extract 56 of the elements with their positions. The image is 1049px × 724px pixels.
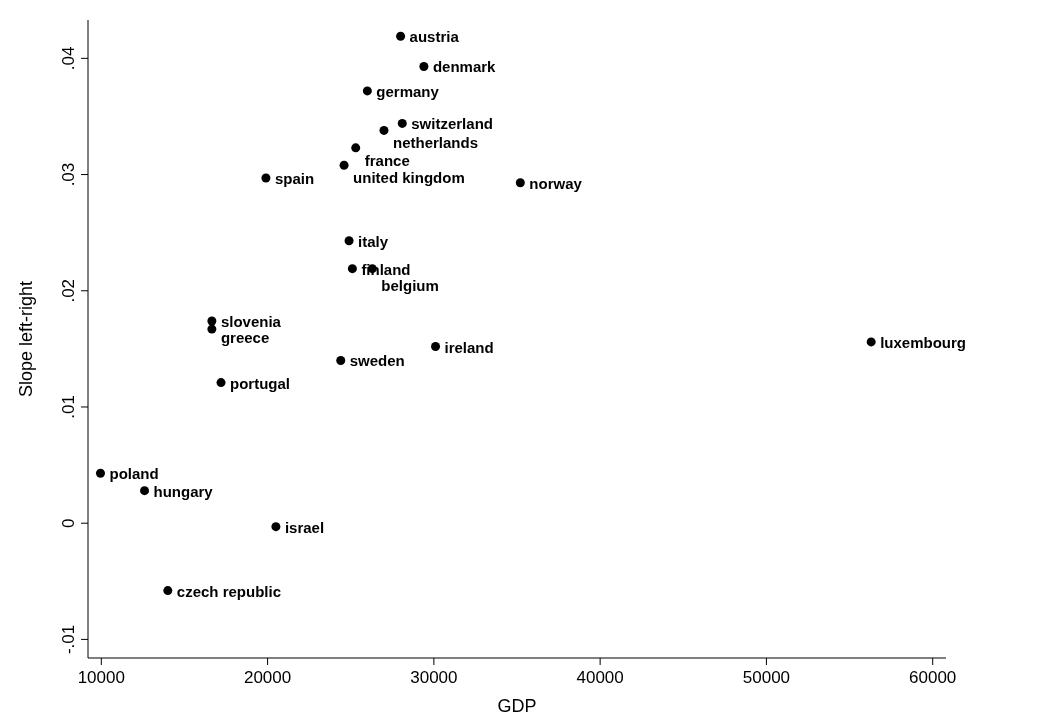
point <box>271 522 281 532</box>
y-tick-label: .02 <box>59 278 78 303</box>
data-label: spain <box>274 170 315 188</box>
data-label: czech republic <box>176 582 282 600</box>
data-label: israel <box>284 518 325 536</box>
data-label: ireland <box>444 338 494 356</box>
data-label: portugal <box>230 374 291 392</box>
y-tick-label: .04 <box>59 46 78 71</box>
point <box>336 356 346 365</box>
data-label: sweden <box>349 352 405 370</box>
point <box>866 337 876 347</box>
data-label: luxembourg <box>880 333 967 351</box>
x-axis-title: GDP <box>497 696 537 716</box>
x-tick-label: 10000 <box>77 668 125 687</box>
y-tick-label: .01 <box>59 395 78 419</box>
data-label: denmark <box>432 58 497 76</box>
point <box>515 178 525 188</box>
point <box>351 143 361 153</box>
data-label: netherlands <box>392 134 479 152</box>
data-label: united kingdom <box>353 169 465 187</box>
x-tick-label: 20000 <box>243 668 292 687</box>
y-axis-title: Slope left-right <box>16 280 36 398</box>
point <box>419 61 429 71</box>
point <box>339 160 349 170</box>
point <box>95 468 105 478</box>
y-tick-label: .03 <box>59 162 78 187</box>
x-tick-label: 30000 <box>410 668 458 687</box>
data-label: switzerland <box>411 115 493 133</box>
point <box>396 31 406 41</box>
data-label: hungary <box>153 482 214 500</box>
data-label: poland <box>109 465 159 483</box>
point <box>362 86 372 96</box>
data-label: italy <box>358 232 389 250</box>
point <box>163 586 173 596</box>
point <box>344 236 354 246</box>
data-label: france <box>364 151 410 169</box>
point <box>140 486 150 496</box>
point <box>261 173 271 183</box>
point <box>379 125 389 135</box>
x-tick-label: 60000 <box>909 668 957 687</box>
data-label: greece <box>220 329 270 347</box>
data-label: slovenia <box>220 312 282 330</box>
point <box>207 316 217 326</box>
point <box>347 264 357 274</box>
point <box>207 324 217 334</box>
y-tick-label: -.01 <box>59 624 78 655</box>
point <box>397 118 407 128</box>
point <box>216 378 226 388</box>
data-label: belgium <box>381 276 439 294</box>
data-label: austria <box>409 28 460 46</box>
x-tick-label: 40000 <box>576 668 624 687</box>
x-tick-label: 50000 <box>742 668 791 687</box>
y-tick-label: 0 <box>59 518 78 528</box>
data-label: norway <box>529 174 583 192</box>
data-label: germany <box>376 82 440 100</box>
point <box>431 342 441 352</box>
